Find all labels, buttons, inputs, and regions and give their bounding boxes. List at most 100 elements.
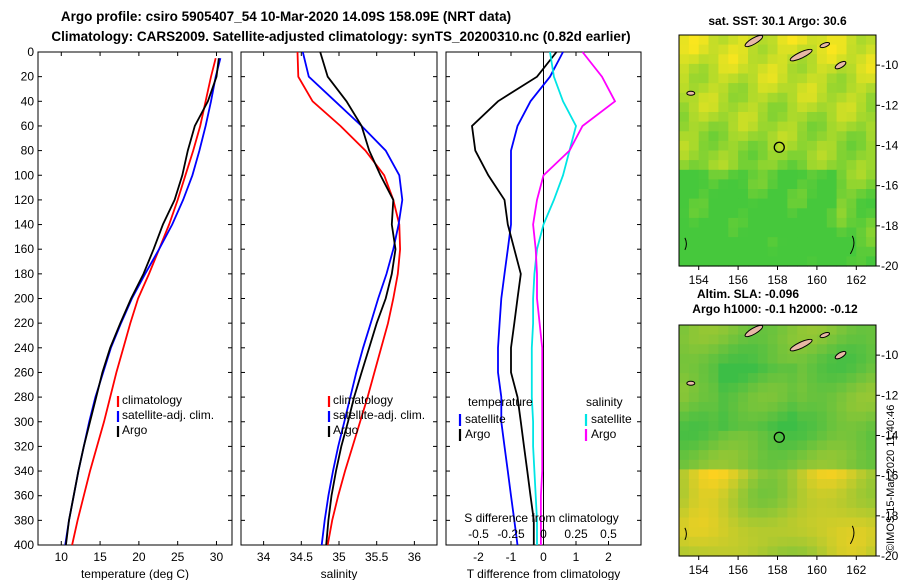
map-cell (807, 527, 818, 538)
map-cell (708, 198, 719, 209)
map-cell (866, 160, 877, 171)
map-cell (728, 546, 739, 557)
map-cell (708, 392, 719, 403)
map-cell (698, 421, 710, 432)
salinity-panel: 34 34.5 35 35.5 36 salinity climatologysatelli… (240, 51, 438, 580)
map-cell (767, 488, 778, 499)
map-cell (757, 459, 769, 470)
map-cell (718, 488, 729, 499)
map-cell (816, 189, 828, 200)
top-tick-label: -0.5 (468, 527, 489, 541)
x-tick-label: 20 (132, 550, 146, 564)
map-cell (738, 498, 749, 509)
map-cell (748, 54, 759, 65)
map-cell (866, 411, 877, 422)
map-cell (787, 102, 798, 113)
map-cell (708, 325, 719, 336)
map-cell (718, 256, 729, 267)
map-cell (767, 179, 778, 190)
map-cell (748, 450, 759, 461)
map-cell (807, 227, 818, 238)
map-cell (708, 411, 719, 422)
map-cell (826, 353, 838, 365)
map-cell (688, 112, 700, 123)
map-cell (698, 189, 710, 200)
map-cell (698, 517, 710, 528)
map-cell (816, 35, 828, 46)
map-cell (777, 430, 788, 442)
map-title: sat. SST: 30.1 Argo: 30.6 (708, 14, 847, 28)
map-cell (846, 169, 857, 180)
map-cell (738, 102, 749, 113)
map-cell (748, 237, 759, 248)
map-cell (797, 546, 808, 557)
map-cell (816, 402, 828, 413)
map-cell (777, 382, 788, 393)
map-cell (728, 112, 739, 123)
header-line-2: Climatology: CARS2009. Satellite-adjuste… (51, 29, 630, 44)
map-cell (698, 459, 710, 470)
map-cell (679, 73, 690, 84)
lat-tick-label: -16 (881, 469, 899, 483)
map-cell (708, 459, 719, 470)
lat-tick-label: -20 (881, 259, 899, 273)
map-cell (866, 121, 877, 132)
map-cell (777, 344, 788, 355)
x-tick-label: 1 (573, 550, 580, 564)
map-cell (826, 237, 838, 248)
map-subtitle: Argo h1000: -0.1 h2000: -0.12 (692, 302, 858, 316)
map-cell (738, 440, 749, 451)
map-cell (718, 169, 729, 180)
map-cell (767, 469, 778, 480)
map-cell (846, 363, 857, 374)
map-cell (738, 92, 749, 103)
map-cell (708, 150, 719, 161)
map-cell (856, 140, 867, 152)
map-cell (698, 479, 710, 490)
map-cell (866, 131, 877, 142)
map-cell (797, 402, 808, 413)
map-cell (757, 83, 769, 94)
map-cell (738, 353, 749, 365)
map-cell (787, 150, 798, 161)
map-cell (757, 208, 769, 219)
map-cell (728, 83, 739, 94)
map-cell (856, 150, 867, 161)
map-cell (767, 198, 778, 209)
map-cell (856, 517, 867, 528)
legend-title-salinity: salinity (586, 395, 623, 409)
map-cell (846, 121, 857, 132)
map-cell (688, 344, 700, 355)
map-cell (688, 131, 700, 142)
map-cell (856, 63, 867, 75)
map-cell (728, 392, 739, 403)
map-cell (797, 121, 808, 132)
map-cell (708, 402, 719, 413)
map-cell (787, 546, 798, 557)
map-cell (816, 179, 828, 190)
map-cell (816, 92, 828, 103)
map-cell (816, 140, 828, 152)
map-cell (698, 73, 710, 84)
map-cell (797, 256, 808, 267)
map-cell (777, 83, 788, 94)
map-cell (679, 392, 690, 403)
map-cell (738, 140, 749, 152)
map-cell (797, 353, 808, 365)
map-cell (826, 63, 838, 75)
map-cell (807, 92, 818, 103)
map-cell (718, 440, 729, 451)
map-cell (846, 44, 857, 55)
map-cell (777, 35, 788, 46)
map-cell (748, 169, 759, 180)
map-cell (728, 102, 739, 113)
map-cell (866, 402, 877, 413)
map-cell (738, 334, 749, 345)
map-cell (836, 373, 847, 384)
map-cell (748, 189, 759, 200)
map-cell (748, 363, 759, 374)
map-cell (777, 131, 788, 142)
map-cell (748, 430, 759, 442)
map-cell (846, 208, 857, 219)
